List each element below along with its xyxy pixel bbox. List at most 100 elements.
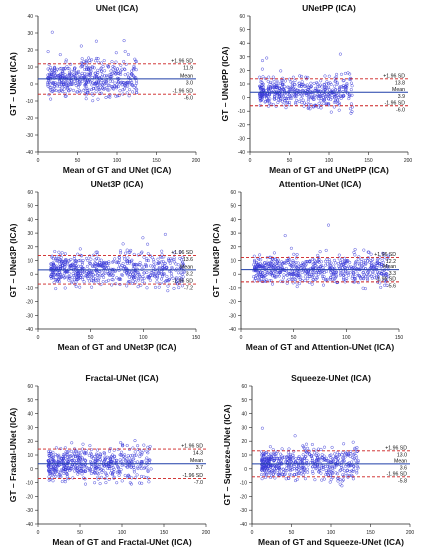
y-tick-label: -30 [26, 313, 33, 319]
data-point [95, 471, 99, 475]
data-point [308, 274, 312, 279]
data-point [274, 267, 278, 271]
y-axis-label: GT – UNetPP (ICA) [220, 46, 230, 121]
data-point [257, 265, 262, 269]
y-tick-label: -20 [26, 116, 33, 122]
data-point [272, 97, 276, 101]
data-point [108, 79, 112, 83]
data-point [271, 265, 275, 269]
chart-title: Fractal-UNet (ICA) [85, 373, 158, 383]
data-point [90, 270, 94, 274]
data-point [263, 264, 267, 268]
data-point [63, 252, 67, 256]
data-point [67, 259, 71, 263]
data-point [55, 67, 59, 71]
data-point [286, 85, 290, 89]
data-point [49, 97, 53, 101]
data-point [97, 455, 102, 459]
data-point [139, 467, 143, 471]
data-point [339, 72, 344, 76]
data-point [124, 251, 128, 255]
data-point [275, 81, 279, 85]
data-point [279, 97, 283, 101]
data-point [381, 272, 385, 277]
data-point [353, 275, 357, 279]
data-point [112, 467, 116, 471]
data-point [136, 276, 141, 280]
data-point [103, 457, 108, 461]
data-point [111, 274, 115, 278]
data-point [123, 49, 127, 54]
data-point [338, 469, 342, 473]
data-point [316, 259, 320, 264]
data-point [326, 97, 331, 101]
data-point [333, 455, 338, 459]
data-point [80, 64, 84, 68]
data-point [342, 442, 346, 446]
data-point [385, 283, 389, 287]
y-tick-label: 30 [27, 31, 33, 37]
data-point [146, 462, 150, 466]
data-point [99, 460, 103, 464]
data-point [100, 274, 104, 278]
x-tick-label: 0 [249, 158, 252, 164]
data-point [119, 72, 123, 76]
data-point [303, 456, 307, 461]
data-point [136, 253, 140, 257]
data-point [334, 471, 338, 475]
data-point [329, 473, 333, 477]
data-point [287, 447, 291, 451]
data-point [371, 258, 375, 262]
data-point [284, 106, 288, 110]
data-point [73, 260, 77, 264]
data-point [356, 465, 360, 469]
data-point [264, 460, 269, 464]
data-point [252, 279, 256, 283]
chart-title: UNet3P (ICA) [91, 179, 144, 189]
data-point [306, 97, 311, 101]
data-point [382, 264, 386, 268]
x-tick-label: 50 [291, 335, 297, 341]
data-point [355, 271, 359, 275]
data-point [259, 453, 264, 457]
data-point [284, 477, 288, 481]
data-point [333, 276, 337, 280]
data-point [339, 261, 343, 265]
data-point [170, 274, 174, 278]
data-point [72, 79, 76, 83]
data-point [158, 281, 162, 286]
data-point [125, 248, 129, 252]
data-point [63, 468, 67, 472]
data-point [64, 463, 68, 468]
data-point [356, 281, 360, 285]
data-point [316, 259, 320, 263]
data-point [52, 280, 56, 285]
data-point [303, 85, 307, 89]
data-point [159, 260, 163, 264]
data-point [82, 469, 86, 474]
data-point [266, 98, 270, 102]
data-point [371, 270, 375, 274]
data-point [138, 481, 142, 485]
lower-sd-value: -5.8 [398, 478, 407, 484]
data-point [81, 277, 85, 281]
data-point [165, 266, 169, 270]
data-point [146, 445, 150, 449]
data-point [102, 460, 106, 464]
data-point [97, 88, 101, 92]
data-point [46, 84, 50, 88]
data-point [98, 92, 102, 96]
data-point [307, 280, 311, 285]
mean-value: 3.3 [389, 271, 396, 277]
data-point [53, 249, 57, 254]
data-point [51, 455, 55, 459]
data-point [63, 260, 67, 264]
data-point [69, 76, 73, 80]
data-point [143, 465, 147, 469]
data-point [101, 265, 105, 269]
data-point [95, 253, 100, 257]
data-point [287, 90, 291, 94]
data-point [126, 273, 130, 277]
data-point [56, 460, 60, 464]
data-point [267, 75, 271, 79]
